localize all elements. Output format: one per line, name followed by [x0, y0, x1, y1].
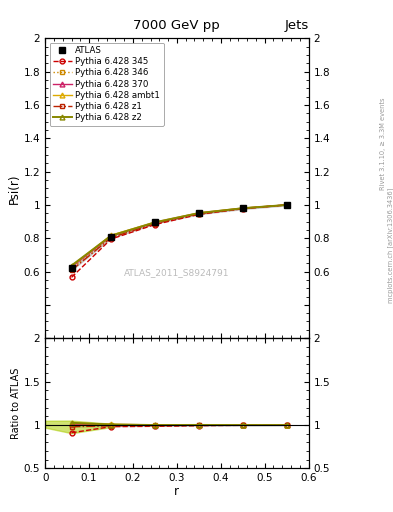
Y-axis label: Psi(r): Psi(r) — [8, 173, 21, 204]
Text: 7000 GeV pp: 7000 GeV pp — [134, 19, 220, 32]
X-axis label: r: r — [174, 485, 179, 498]
Text: mcplots.cern.ch [arXiv:1306.3436]: mcplots.cern.ch [arXiv:1306.3436] — [387, 188, 393, 304]
Text: ATLAS_2011_S8924791: ATLAS_2011_S8924791 — [124, 268, 230, 276]
Text: Rivet 3.1.10, ≥ 3.3M events: Rivet 3.1.10, ≥ 3.3M events — [380, 97, 386, 189]
Legend: ATLAS, Pythia 6.428 345, Pythia 6.428 346, Pythia 6.428 370, Pythia 6.428 ambt1,: ATLAS, Pythia 6.428 345, Pythia 6.428 34… — [50, 42, 163, 125]
Y-axis label: Ratio to ATLAS: Ratio to ATLAS — [11, 368, 21, 439]
Text: Jets: Jets — [284, 19, 309, 32]
